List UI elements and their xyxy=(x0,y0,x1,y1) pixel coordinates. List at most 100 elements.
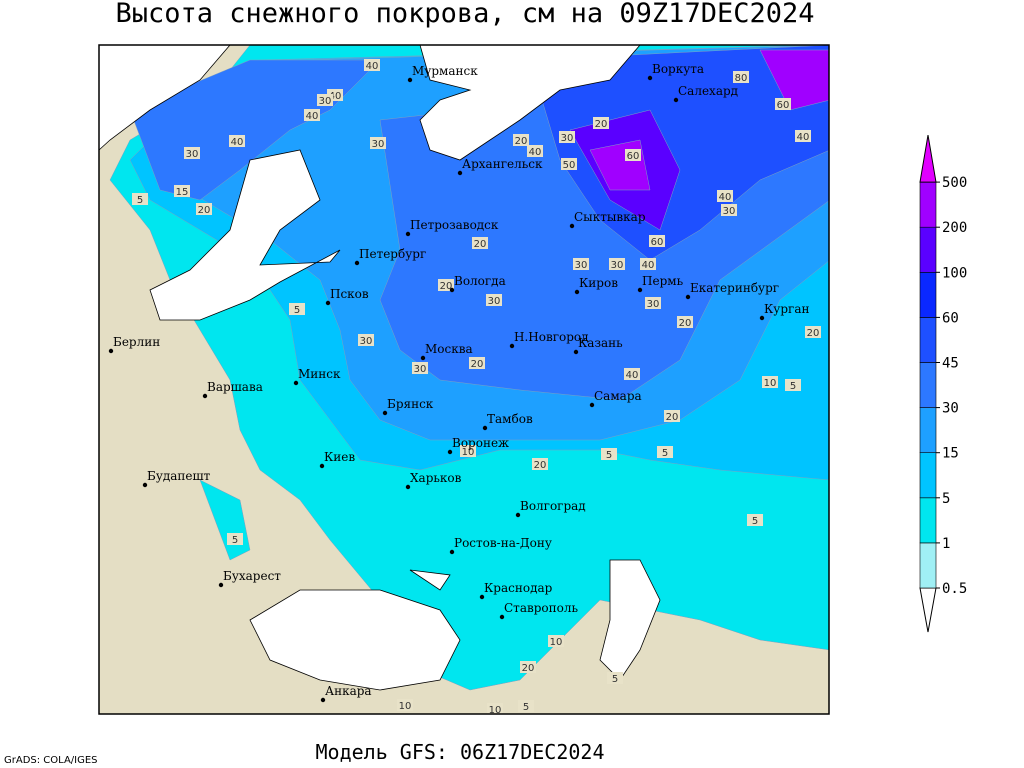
city-dot xyxy=(405,231,411,237)
contour-label: 15 xyxy=(176,187,189,198)
colorbar-segment xyxy=(919,452,937,499)
city-label: Ставрополь xyxy=(504,601,578,615)
contour-label-box xyxy=(174,185,190,197)
contour-label: 40 xyxy=(626,370,639,381)
city-dot xyxy=(449,287,455,293)
contour-label-box xyxy=(184,147,200,159)
contour-label: 20 xyxy=(198,205,211,216)
colorbar-label: 0.5 xyxy=(942,581,967,597)
contour-label: 20 xyxy=(666,412,679,423)
city-label: Псков xyxy=(330,287,369,301)
city-label: Салехард xyxy=(678,84,738,98)
contour-label-box xyxy=(460,445,476,457)
city-label: Киров xyxy=(579,276,618,290)
contour-label-box xyxy=(762,376,778,388)
contour-label-box xyxy=(625,149,641,161)
city-dot xyxy=(573,349,579,355)
colorbar-label: 60 xyxy=(942,310,959,326)
contour-label-box xyxy=(657,446,673,458)
contour-label: 20 xyxy=(807,328,820,339)
contour-label: 20 xyxy=(534,460,547,471)
contour-label: 5 xyxy=(232,535,238,546)
contour-label-box xyxy=(412,362,428,374)
city-label: Мурманск xyxy=(412,64,478,78)
colorbar-label: 100 xyxy=(942,265,967,281)
city-label: Курган xyxy=(764,302,809,316)
city-dot xyxy=(325,300,331,306)
contour-label: 20 xyxy=(474,239,487,250)
contour-label-box xyxy=(289,303,305,315)
contour-label: 60 xyxy=(777,100,790,111)
contour-label: 5 xyxy=(612,674,618,685)
city-label: Петербург xyxy=(359,247,426,261)
city-label: Берлин xyxy=(113,335,160,349)
contour-label-box xyxy=(795,130,811,142)
city-dot xyxy=(637,287,643,293)
city-label: Н.Новгород xyxy=(514,330,589,344)
contour-label: 5 xyxy=(790,381,796,392)
contour-label: 10 xyxy=(489,705,502,716)
snow-region xyxy=(759,49,829,111)
contour-label-box xyxy=(304,109,320,121)
contour-label-box xyxy=(518,700,534,712)
city-label: Краснодар xyxy=(484,581,553,595)
contour-label-box xyxy=(196,203,212,215)
sea xyxy=(409,569,451,591)
city-dot xyxy=(457,170,463,176)
city-label: Тамбов xyxy=(487,412,533,426)
city-dot xyxy=(420,355,426,361)
city-label: Минск xyxy=(298,367,341,381)
contour-label: 20 xyxy=(522,663,535,674)
contour-label: 5 xyxy=(752,516,758,527)
city-label: Екатеринбург xyxy=(690,281,779,295)
colorbar-segment xyxy=(919,317,937,363)
city-label: Москва xyxy=(425,342,473,356)
contour-label: 5 xyxy=(523,702,529,713)
colorbar-label: 30 xyxy=(942,401,959,417)
contour-label: 40 xyxy=(329,91,342,102)
contour-label-box xyxy=(358,334,374,346)
contour-label-box xyxy=(370,137,386,149)
contour-label: 30 xyxy=(488,296,501,307)
contour-label-box xyxy=(317,94,333,106)
city-dot xyxy=(647,75,653,81)
city-dot xyxy=(293,380,299,386)
city-label: Казань xyxy=(578,336,623,350)
contour-label: 20 xyxy=(679,318,692,329)
colorbar-segment xyxy=(919,407,937,454)
city-label: Воркута xyxy=(652,62,704,76)
contour-label-box xyxy=(624,368,640,380)
contour-label: 10 xyxy=(764,378,777,389)
city-dot xyxy=(574,289,580,295)
contour-label: 40 xyxy=(231,137,244,148)
contour-label-box xyxy=(513,134,529,146)
city-dot xyxy=(759,315,765,321)
contour-label: 30 xyxy=(414,364,427,375)
contour-label-box xyxy=(601,448,617,460)
contour-label: 30 xyxy=(575,260,588,271)
city-dot xyxy=(405,484,411,490)
contour-label-box xyxy=(775,98,791,110)
colorbar-label: 5 xyxy=(942,491,950,507)
city-dot xyxy=(354,260,360,266)
sea xyxy=(419,45,641,161)
contour-label: 10 xyxy=(462,447,475,458)
contour-label: 30 xyxy=(561,133,574,144)
city-dot xyxy=(218,582,224,588)
sea xyxy=(99,45,231,151)
contour-label-box xyxy=(677,316,693,328)
sea xyxy=(249,589,461,691)
city-label: Ростов-на-Дону xyxy=(454,536,552,550)
contour-label-box xyxy=(721,204,737,216)
contour-label: 40 xyxy=(529,147,542,158)
contour-label-box xyxy=(573,258,589,270)
colorbar-label: 500 xyxy=(942,175,967,191)
contour-label-box xyxy=(548,635,564,647)
city-dot xyxy=(108,348,114,354)
city-dot xyxy=(447,449,453,455)
contour-label-box xyxy=(733,71,749,83)
contour-label-box xyxy=(607,672,623,684)
city-label: Будапешт xyxy=(147,469,211,483)
city-label: Бухарест xyxy=(223,569,281,583)
